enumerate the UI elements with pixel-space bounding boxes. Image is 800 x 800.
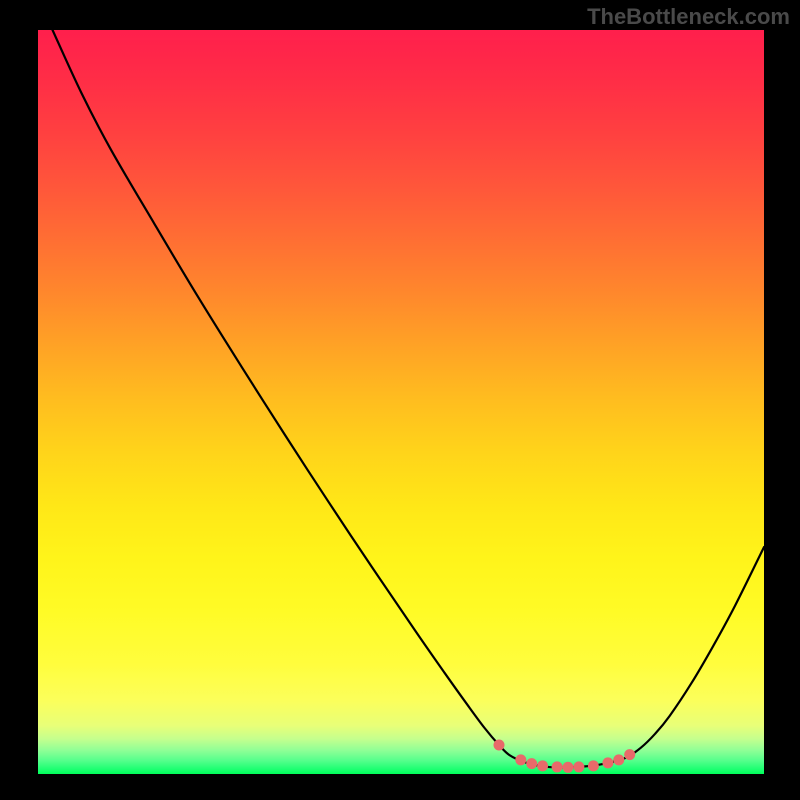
highlight-marker [624,749,635,760]
highlight-marker [562,762,573,773]
highlight-marker [588,760,599,771]
chart-background [38,30,764,774]
highlight-marker [552,761,563,772]
highlight-marker [515,754,526,765]
highlight-marker [573,761,584,772]
chart-plot-area [38,30,764,774]
highlight-marker [602,757,613,768]
chart-svg [38,30,764,774]
watermark-text: TheBottleneck.com [587,4,790,30]
highlight-marker [526,758,537,769]
highlight-marker [494,739,505,750]
chart-container: TheBottleneck.com [0,0,800,800]
highlight-marker [537,760,548,771]
highlight-marker [613,754,624,765]
